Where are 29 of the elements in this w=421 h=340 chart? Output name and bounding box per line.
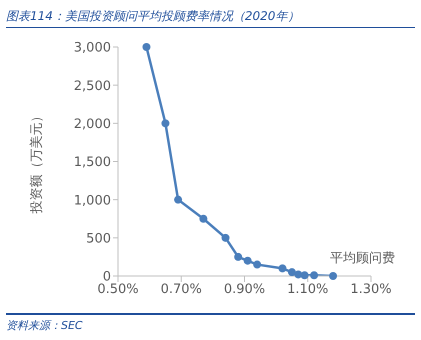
x-tick-label: 0.90% (224, 282, 266, 298)
y-tick-label: 3,000 (74, 40, 111, 56)
point (329, 272, 338, 280)
x-tick-label: 0.70% (160, 282, 202, 298)
point (288, 268, 296, 276)
point (310, 271, 318, 280)
y-tick-label: 1,500 (74, 155, 111, 170)
text: 资料来源：SEC (6, 318, 83, 333)
y-tick-label: 2,000 (74, 116, 111, 132)
point (234, 252, 242, 261)
chart-title: 图表114：美国投资顾问平均投顾费率情况（2020年） (6, 8, 300, 25)
point (161, 119, 170, 128)
y-tick-label: 0 (102, 270, 111, 285)
x-axis-title: 平均顾问费 (330, 250, 395, 267)
point (253, 260, 262, 269)
x-tick-label: 0.50% (97, 282, 139, 298)
y-axis-title: 投资额（万美元） (28, 110, 45, 214)
point (174, 196, 182, 204)
point (199, 214, 208, 223)
x-tick-label: 1.10% (287, 282, 328, 298)
point (300, 271, 309, 280)
point (244, 256, 252, 265)
y-tick-label: 500 (86, 231, 111, 246)
y-tick-label: 2,500 (74, 78, 111, 94)
point (278, 264, 286, 272)
point (222, 234, 230, 242)
point (142, 43, 150, 51)
x-tick-label: 1.30% (350, 282, 392, 298)
y-tick-label: 1,000 (74, 193, 111, 208)
